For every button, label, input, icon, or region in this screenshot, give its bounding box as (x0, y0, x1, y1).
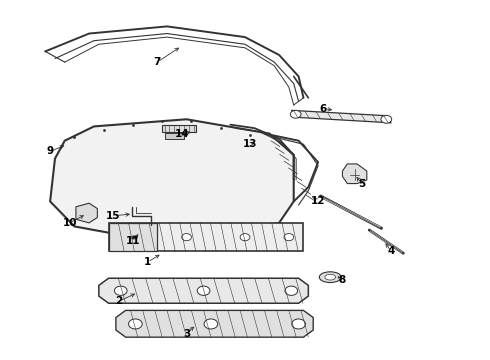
Polygon shape (50, 119, 294, 237)
Polygon shape (76, 203, 98, 223)
Text: 2: 2 (115, 296, 122, 306)
Circle shape (285, 286, 297, 296)
Circle shape (182, 234, 192, 241)
Polygon shape (162, 125, 196, 132)
Polygon shape (343, 164, 367, 184)
Circle shape (284, 234, 294, 241)
Polygon shape (291, 111, 391, 123)
Circle shape (381, 115, 392, 123)
Circle shape (290, 111, 301, 118)
Text: 11: 11 (126, 236, 140, 246)
Text: 13: 13 (243, 139, 257, 149)
Bar (165, 133, 184, 139)
Circle shape (240, 234, 250, 241)
Text: 8: 8 (339, 275, 346, 285)
Polygon shape (109, 223, 157, 251)
Text: 7: 7 (153, 57, 161, 67)
Text: 12: 12 (311, 197, 325, 206)
Text: 15: 15 (106, 211, 121, 221)
Text: 3: 3 (183, 329, 190, 339)
Ellipse shape (325, 274, 336, 280)
Text: 6: 6 (319, 104, 326, 113)
Circle shape (128, 319, 142, 329)
Text: 1: 1 (144, 257, 151, 267)
Polygon shape (116, 310, 313, 337)
Text: 14: 14 (174, 129, 189, 139)
Text: 4: 4 (388, 247, 395, 256)
Text: 9: 9 (47, 147, 54, 157)
Text: 10: 10 (62, 218, 77, 228)
Ellipse shape (319, 272, 341, 283)
Circle shape (292, 319, 305, 329)
Polygon shape (109, 223, 303, 251)
Circle shape (115, 286, 127, 296)
Text: 5: 5 (358, 179, 366, 189)
Circle shape (204, 319, 218, 329)
Polygon shape (99, 278, 308, 303)
Circle shape (197, 286, 210, 296)
